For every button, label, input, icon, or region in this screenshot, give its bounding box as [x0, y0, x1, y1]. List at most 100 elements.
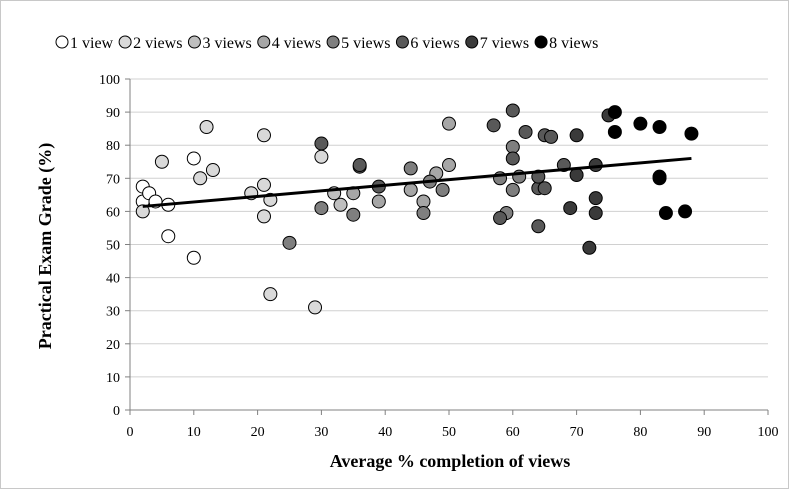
point-series-5 — [505, 139, 520, 154]
point-series-2 — [256, 177, 271, 192]
y-tick-label: 90 — [106, 106, 120, 121]
x-tick-label: 20 — [251, 425, 265, 440]
point-series-8 — [684, 126, 699, 141]
x-tick-label: 40 — [378, 425, 392, 440]
point-series-6 — [505, 151, 520, 166]
y-tick-labels: 0 10 20 30 40 50 60 70 80 90 100 — [99, 73, 120, 419]
legend-label: 6 views — [410, 35, 459, 52]
point-series-7 — [582, 240, 597, 255]
point-series-4 — [442, 116, 456, 131]
trendline — [142, 156, 692, 208]
point-series-3 — [333, 197, 348, 212]
point-series-7 — [588, 191, 603, 206]
point-series-5 — [416, 206, 431, 221]
x-tick-label: 90 — [697, 425, 711, 440]
point-series-5 — [505, 182, 520, 197]
y-tick-label: 50 — [106, 239, 120, 254]
point-series-7 — [588, 206, 603, 221]
point-series-6 — [352, 158, 367, 173]
point-series-7 — [563, 201, 578, 216]
point-series-2 — [205, 163, 220, 178]
y-tick-label: 20 — [106, 338, 120, 353]
point-series-2 — [308, 300, 323, 315]
point-series-8 — [607, 124, 622, 139]
legend-item: 8 views — [534, 35, 598, 52]
point-series-6 — [544, 129, 559, 144]
point-series-2 — [135, 204, 150, 219]
y-tick-label: 100 — [99, 73, 120, 88]
legend-marker — [395, 35, 409, 49]
point-series-1 — [186, 151, 201, 166]
legend-label: 7 views — [480, 35, 529, 52]
point-series-6 — [531, 219, 546, 234]
y-tick-label: 60 — [106, 205, 120, 220]
point-series-8 — [652, 119, 667, 134]
point-series-5 — [282, 235, 297, 250]
legend: 1 view 2 views 3 views 4 views 5 views 6 view… — [55, 35, 598, 52]
legend-label: 3 views — [202, 35, 251, 52]
y-tick-label: 10 — [106, 371, 120, 386]
point-series-8 — [633, 116, 648, 131]
point-series-2 — [263, 287, 278, 302]
point-series-4 — [416, 194, 431, 209]
x-tick-labels: 0 10 20 30 40 50 60 70 80 90 100 — [127, 425, 779, 440]
point-series-1 — [186, 250, 201, 265]
legend-label: 8 views — [549, 35, 598, 52]
point-series-6 — [518, 124, 533, 139]
legend-marker — [465, 35, 479, 49]
point-series-2 — [199, 119, 214, 134]
point-series-1 — [161, 229, 176, 244]
legend-item: 6 views — [395, 35, 460, 52]
point-series-6 — [486, 118, 501, 133]
x-tick-label: 70 — [570, 425, 584, 440]
y-tick-label: 30 — [106, 305, 120, 320]
y-tick-label: 70 — [106, 172, 120, 187]
point-series-8 — [678, 204, 693, 219]
y-tick-label: 80 — [106, 139, 120, 154]
point-series-8 — [658, 206, 673, 221]
legend-marker — [326, 35, 340, 49]
trendline-layer — [142, 156, 692, 208]
legend-marker — [187, 35, 201, 49]
point-series-6 — [314, 136, 329, 151]
point-series-2 — [256, 209, 271, 224]
x-axis-title: Average % completion of views — [330, 451, 571, 471]
legend-marker — [257, 35, 271, 49]
x-tick-label: 80 — [633, 425, 647, 440]
point-series-4 — [403, 182, 418, 197]
point-series-5 — [314, 201, 329, 216]
point-series-8 — [607, 105, 622, 120]
legend-marker — [534, 35, 548, 49]
x-tick-label: 10 — [187, 425, 201, 440]
point-series-5 — [403, 161, 418, 176]
legend-label: 2 views — [133, 35, 182, 52]
point-series-5 — [435, 182, 450, 197]
legend-item: 1 view — [55, 35, 114, 52]
point-series-8 — [652, 171, 667, 186]
legend-marker — [55, 35, 69, 49]
point-series-6 — [493, 211, 508, 226]
point-series-4 — [442, 158, 456, 173]
axes — [125, 78, 769, 415]
point-series-2 — [314, 149, 329, 164]
y-tick-label: 0 — [113, 404, 120, 419]
data-points — [135, 103, 699, 315]
point-series-7 — [569, 167, 584, 182]
point-series-6 — [505, 103, 520, 118]
point-series-2 — [193, 171, 208, 186]
y-tick-label: 40 — [106, 272, 120, 287]
legend-label: 1 view — [70, 35, 114, 52]
x-tick-label: 50 — [442, 425, 456, 440]
x-tick-label: 100 — [758, 425, 779, 440]
y-axis-title: Practical Exam Grade (%) — [35, 143, 56, 349]
legend-label: 5 views — [341, 35, 390, 52]
point-series-7 — [569, 128, 584, 143]
legend-item: 5 views — [326, 35, 390, 52]
x-tick-label: 30 — [314, 425, 328, 440]
point-series-5 — [346, 207, 361, 222]
x-tick-label: 0 — [127, 425, 134, 440]
point-series-4 — [371, 194, 386, 209]
point-series-6 — [537, 181, 552, 196]
